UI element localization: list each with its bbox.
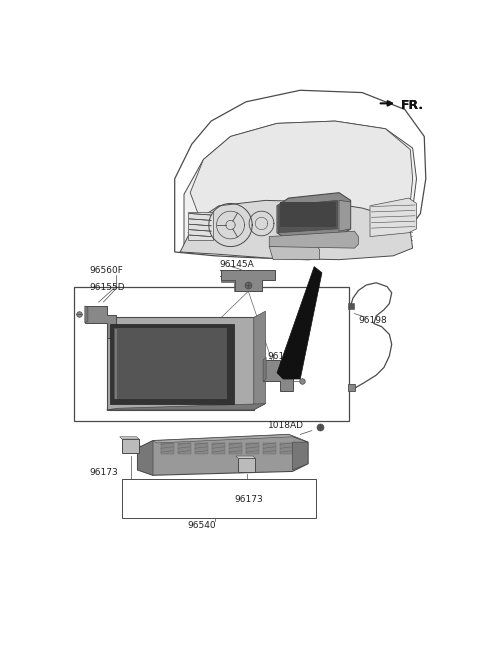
Bar xyxy=(348,384,355,392)
Polygon shape xyxy=(137,441,153,475)
Bar xyxy=(74,287,349,421)
Polygon shape xyxy=(370,198,417,237)
Polygon shape xyxy=(107,403,265,410)
Polygon shape xyxy=(339,200,350,231)
Text: 96173: 96173 xyxy=(89,468,118,476)
Polygon shape xyxy=(120,437,139,439)
Polygon shape xyxy=(221,270,276,291)
Polygon shape xyxy=(180,200,413,260)
Polygon shape xyxy=(277,266,322,379)
Polygon shape xyxy=(221,281,235,291)
Polygon shape xyxy=(263,358,266,381)
Text: 96540: 96540 xyxy=(188,521,216,529)
Polygon shape xyxy=(175,91,426,260)
Bar xyxy=(229,443,242,455)
Bar xyxy=(195,443,208,455)
Text: 96155E: 96155E xyxy=(268,352,302,361)
Polygon shape xyxy=(263,359,292,390)
Polygon shape xyxy=(269,244,320,260)
Text: FR.: FR. xyxy=(401,99,424,112)
Bar xyxy=(110,323,234,403)
Bar xyxy=(188,212,213,240)
Text: FR.: FR. xyxy=(401,99,424,112)
Polygon shape xyxy=(254,311,265,410)
Polygon shape xyxy=(153,434,308,443)
Bar xyxy=(238,459,255,472)
Polygon shape xyxy=(269,231,359,248)
Text: 96155D: 96155D xyxy=(89,283,125,292)
Bar xyxy=(107,318,254,410)
Text: 96145A: 96145A xyxy=(219,260,253,269)
Polygon shape xyxy=(85,306,116,338)
Text: 96173: 96173 xyxy=(234,495,263,504)
Polygon shape xyxy=(184,121,417,250)
Polygon shape xyxy=(292,442,308,470)
Text: 1018AD: 1018AD xyxy=(268,421,304,430)
Polygon shape xyxy=(85,306,88,323)
Bar xyxy=(122,479,316,518)
Bar xyxy=(212,443,225,455)
Bar xyxy=(114,328,227,399)
Polygon shape xyxy=(278,200,337,233)
Text: 1339CC: 1339CC xyxy=(219,270,254,279)
Bar xyxy=(280,202,336,228)
Bar xyxy=(263,443,276,455)
Bar xyxy=(280,443,293,455)
Text: 96198: 96198 xyxy=(359,316,387,325)
Bar xyxy=(178,443,191,455)
Bar xyxy=(161,443,174,455)
Polygon shape xyxy=(137,434,308,475)
Bar xyxy=(246,443,259,455)
Text: 96560F: 96560F xyxy=(89,266,123,275)
Polygon shape xyxy=(236,456,255,459)
Polygon shape xyxy=(277,193,350,240)
Bar xyxy=(122,439,139,453)
Polygon shape xyxy=(190,121,413,233)
